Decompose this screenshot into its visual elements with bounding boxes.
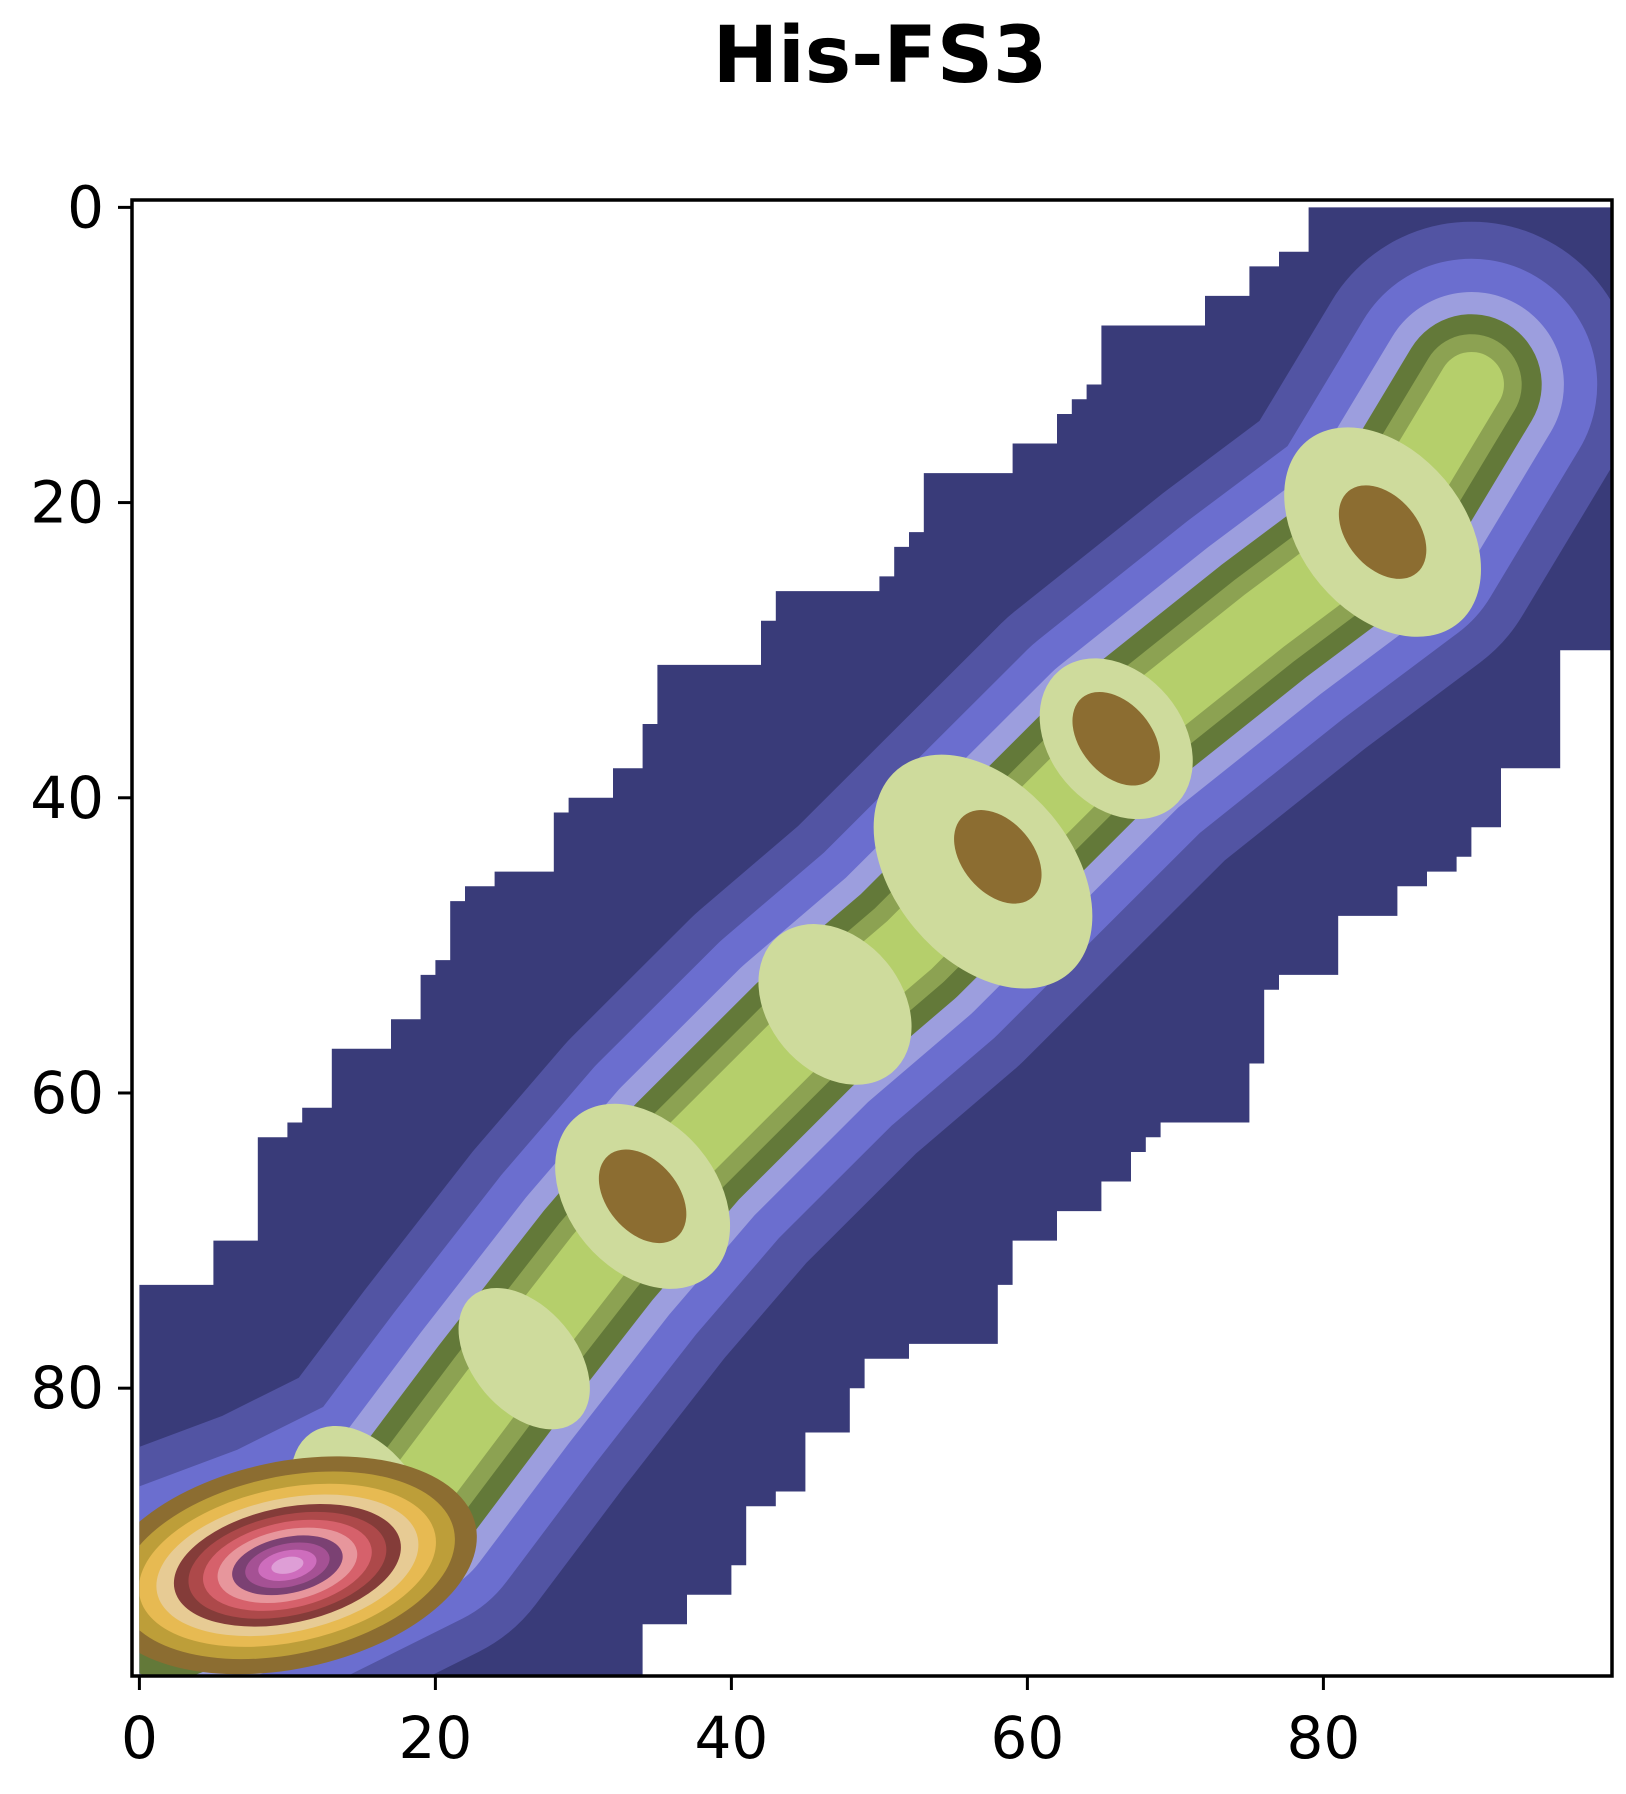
peak-1 [1338, 485, 1427, 579]
y-tick-label-80: 80 [30, 1354, 104, 1422]
peak-0-ring-11 [271, 1556, 304, 1574]
density-blob-3 [758, 924, 912, 1085]
y-tick-label-20: 20 [30, 469, 104, 537]
x-tick-label-60: 60 [990, 1704, 1064, 1772]
peak-3 [954, 810, 1042, 904]
x-tick-label-40: 40 [694, 1704, 768, 1772]
x-axis: 0 20 40 60 80 [121, 1676, 1360, 1772]
plot-frame [130, 198, 1614, 1678]
y-tick-label-0: 0 [67, 173, 104, 241]
density-blob-5 [458, 1287, 590, 1430]
y-tick-label-60: 60 [30, 1059, 104, 1127]
y-tick-label-40: 40 [30, 764, 104, 832]
x-tick-label-80: 80 [1286, 1704, 1360, 1772]
peak-2 [1072, 691, 1160, 786]
chart-title: His-FS3 [713, 11, 1048, 101]
plot-area [130, 198, 1614, 1678]
y-axis: 0 20 40 60 80 [30, 173, 132, 1422]
x-tick-label-0: 0 [121, 1704, 158, 1772]
x-tick-label-20: 20 [398, 1704, 472, 1772]
peak-4 [598, 1149, 687, 1244]
